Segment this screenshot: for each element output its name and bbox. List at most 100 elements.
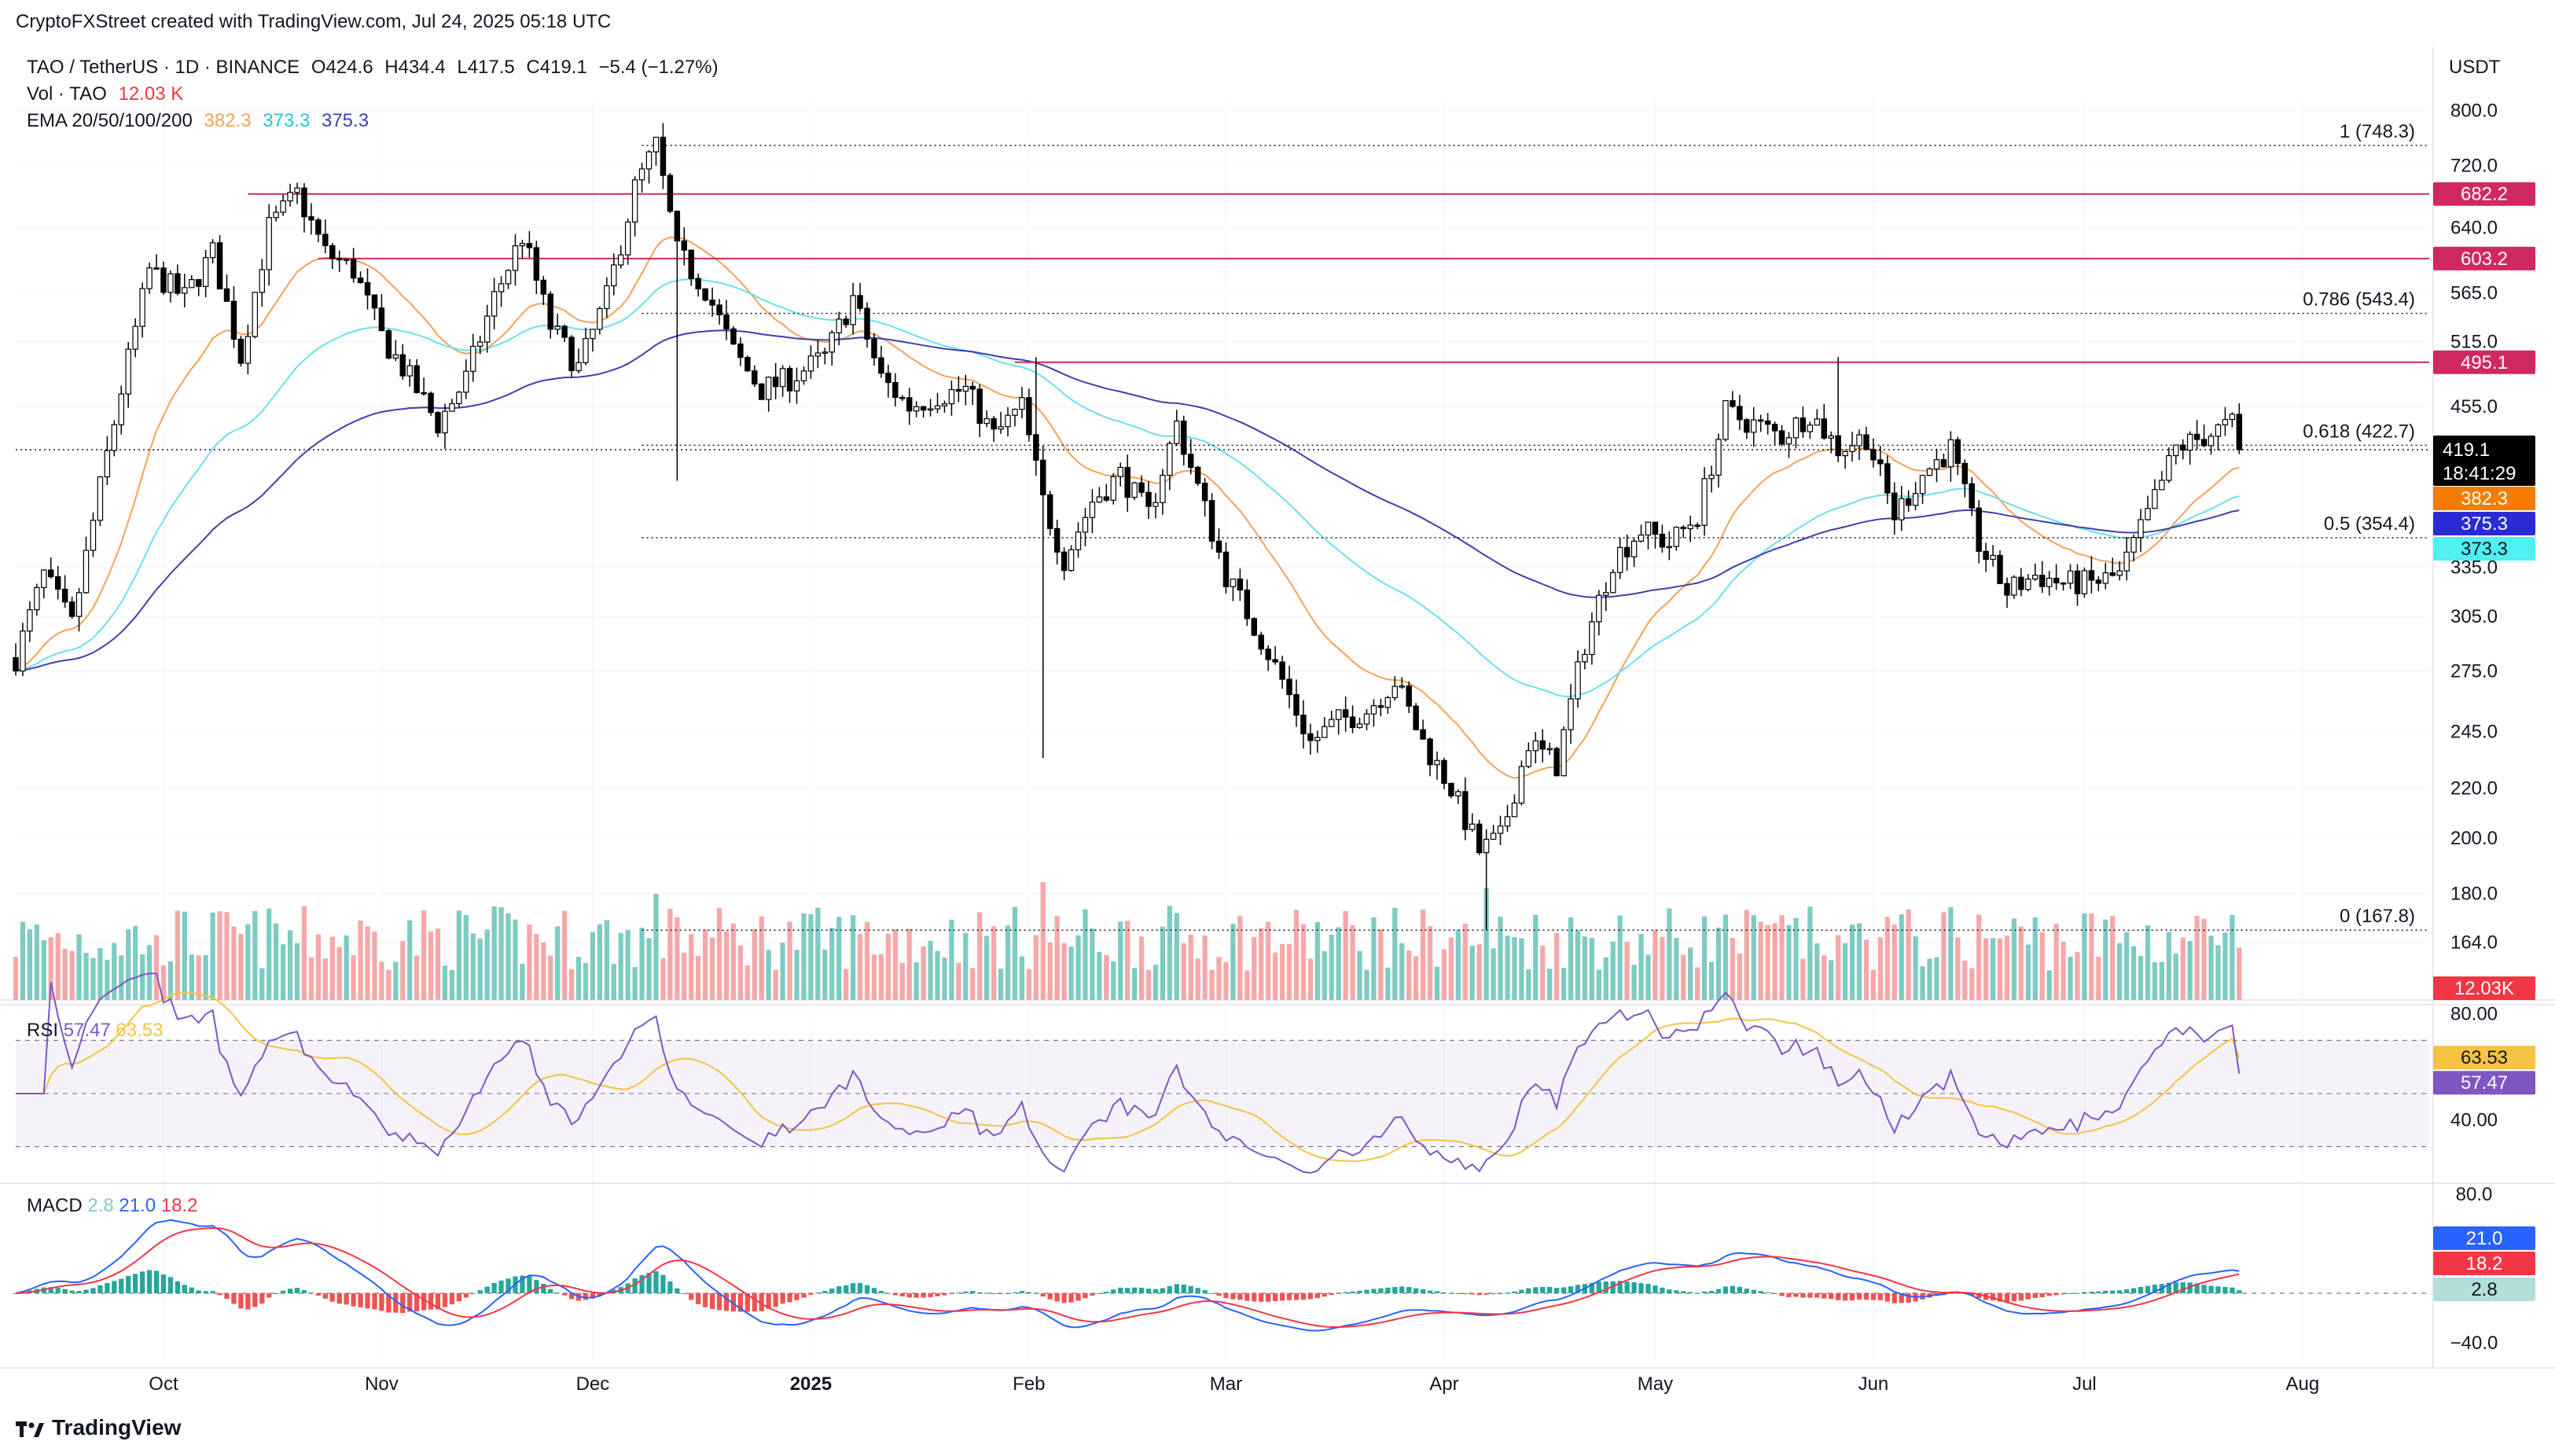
candle-body	[1391, 686, 1399, 698]
macd-label[interactable]: MACD	[27, 1195, 83, 1216]
candle-body	[216, 242, 223, 290]
volume-label[interactable]: Vol · TAO	[27, 83, 107, 105]
volume-bar	[1660, 936, 1665, 1000]
price-tick-label: 515.0	[2450, 331, 2498, 352]
volume-bar	[1455, 929, 1461, 1000]
candle-body	[1778, 430, 1785, 445]
macd-hist-bar	[1167, 1285, 1173, 1293]
symbol-name[interactable]: TAO / TetherUS · 1D · BINANCE	[27, 57, 300, 78]
rsi-ma-badge: 63.53	[2461, 1047, 2508, 1068]
volume-bar	[1884, 917, 1890, 1000]
volume-bar	[1730, 938, 1736, 1000]
currency-label[interactable]: USDT	[2449, 57, 2501, 78]
volume-bar	[351, 955, 356, 1000]
candle-body	[2116, 570, 2123, 576]
candle-body	[611, 264, 617, 287]
macd-hist-bar	[709, 1293, 715, 1309]
volume-bar	[1842, 943, 1848, 1000]
bar-countdown: 18:41:29	[2443, 463, 2516, 484]
macd-hist-bar	[2046, 1293, 2052, 1296]
candle-body	[1997, 554, 2003, 584]
candle-body	[857, 295, 863, 309]
macd-hist-bar	[1891, 1293, 1897, 1303]
macd-hist-bar	[2173, 1281, 2178, 1293]
candle-body	[2046, 577, 2053, 587]
price-tick-label: 565.0	[2450, 283, 2498, 304]
rsi-label[interactable]: RSI	[27, 1020, 59, 1041]
volume-bar	[1357, 950, 1362, 1000]
macd-hist-bar	[365, 1293, 370, 1309]
candle-body	[336, 258, 343, 261]
candle-body	[688, 249, 694, 279]
candle-body	[786, 368, 793, 392]
candle-body	[1117, 466, 1123, 477]
date-tick-label: Jul	[2072, 1373, 2097, 1395]
volume-bar	[210, 912, 215, 1000]
volume-bar	[470, 933, 476, 1000]
macd-hist-bar	[928, 1293, 933, 1297]
volume-bar	[1638, 933, 1644, 1000]
ohlc-high: H434.4	[384, 57, 446, 78]
macd-hist-bar	[703, 1293, 708, 1307]
tradingview-logo[interactable]: TradingView	[16, 1415, 181, 1440]
volume-bar	[1948, 907, 1954, 1000]
date-tick-label: 2025	[790, 1373, 832, 1395]
candle-body	[1575, 661, 1581, 700]
volume-bar	[625, 929, 630, 1000]
macd-hist-bar	[175, 1281, 180, 1293]
candle-body	[1849, 445, 1855, 452]
volume-bar	[1990, 938, 1996, 1000]
ema-label[interactable]: EMA 20/50/100/200	[27, 110, 193, 131]
macd-hist-bar	[1040, 1293, 1046, 1297]
candle-body	[1103, 496, 1110, 501]
candle-body	[878, 357, 884, 374]
macd-hist-bar	[505, 1278, 511, 1293]
candle-body	[1497, 825, 1504, 834]
macd-hist-bar	[1399, 1286, 1405, 1293]
candle-body	[1469, 823, 1476, 830]
volume-bar	[2096, 956, 2101, 1000]
ohlc-open: O424.6	[311, 57, 373, 78]
volume-bar	[1448, 937, 1454, 1000]
fib-level-label: 0 (167.8)	[2340, 906, 2415, 927]
candle-body	[1096, 496, 1103, 503]
volume-bar	[421, 910, 427, 1000]
volume-bar	[2117, 943, 2123, 1000]
rsi-ma-value: 63.53	[116, 1020, 164, 1041]
macd-hist-bar	[1505, 1292, 1510, 1294]
volume-bar	[1462, 923, 1468, 1000]
volume-bar	[801, 913, 807, 1000]
candle-body	[2011, 576, 2017, 596]
macd-hist-bar	[1617, 1281, 1623, 1293]
volume-bar	[2103, 919, 2108, 1000]
macd-hist-bar	[675, 1288, 680, 1293]
volume-bar	[1469, 945, 1475, 1000]
ema20-badge-bg	[2433, 487, 2535, 511]
volume-bar	[583, 962, 589, 1000]
volume-bar	[1195, 958, 1200, 1000]
macd-hist-bar	[2222, 1287, 2228, 1293]
volume-bar	[13, 957, 19, 1000]
candle-body	[991, 418, 997, 430]
macd-hist-bar	[597, 1293, 603, 1296]
macd-hist-bar	[1012, 1292, 1018, 1293]
volume-bar	[1104, 954, 1109, 1000]
macd-hist-bar	[1476, 1293, 1482, 1296]
volume-bar	[160, 965, 167, 1000]
volume-bar	[590, 932, 596, 1000]
macd-hist-bar	[1744, 1289, 1749, 1293]
volume-bar	[1800, 958, 1806, 1000]
volume-bar	[400, 940, 406, 1000]
candle-body	[68, 601, 75, 617]
candle-body	[597, 307, 603, 330]
volume-bar	[1772, 923, 1777, 1000]
macd-hist-bar	[1448, 1292, 1454, 1294]
candle-body	[2222, 418, 2229, 425]
candle-body	[1012, 408, 1018, 416]
candle-body	[371, 294, 378, 309]
candle-body	[41, 569, 47, 588]
macd-hist-bar	[1540, 1286, 1546, 1293]
macd-hist-bar	[1722, 1286, 1729, 1293]
candle-body	[1208, 500, 1215, 542]
